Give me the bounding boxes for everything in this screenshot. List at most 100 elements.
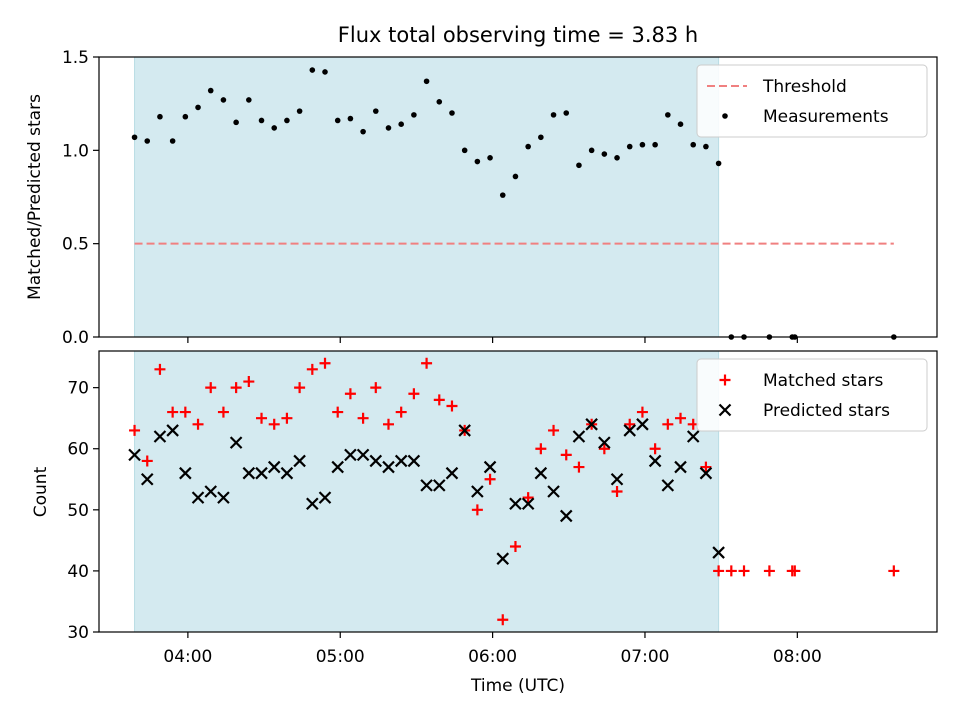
data-point — [293, 454, 306, 468]
data-point — [154, 363, 166, 375]
legend: Threshold Measurements — [696, 64, 928, 138]
data-point — [217, 491, 230, 504]
data-point — [258, 117, 265, 124]
data-point — [195, 104, 201, 111]
data-point — [559, 509, 573, 523]
data-point — [205, 382, 217, 394]
observing-window-shade — [134, 350, 720, 633]
data-point — [217, 406, 229, 418]
data-point — [347, 115, 354, 122]
data-point — [182, 113, 189, 120]
data-point — [141, 455, 153, 467]
y-tick-label: 70 — [67, 379, 89, 399]
data-point — [483, 460, 497, 474]
legend-x-swatch — [718, 403, 732, 417]
data-point — [344, 448, 357, 462]
data-point — [534, 466, 548, 480]
legend-label: Matched stars — [763, 371, 883, 391]
data-point — [763, 565, 775, 577]
data-point — [357, 412, 369, 424]
axes-frame — [98, 350, 938, 633]
data-point — [686, 430, 700, 443]
series-matched-stars — [129, 357, 900, 626]
data-point — [700, 461, 712, 473]
data-point — [294, 382, 306, 394]
data-point — [712, 546, 725, 559]
data-point — [179, 466, 192, 480]
data-point — [547, 485, 560, 498]
data-point — [395, 406, 407, 418]
data-point — [382, 460, 395, 474]
data-point — [204, 485, 218, 498]
data-point — [281, 412, 293, 424]
data-point — [738, 565, 750, 577]
data-point — [267, 460, 281, 474]
axes-frame — [98, 56, 938, 338]
data-point — [563, 110, 570, 116]
data-point — [623, 424, 637, 437]
data-point — [548, 424, 560, 436]
y-tick-label: 1.0 — [62, 141, 89, 161]
data-point — [179, 406, 191, 418]
data-point — [128, 448, 141, 462]
x-tick-label: 06:00 — [468, 647, 517, 667]
x-tick-label: 08:00 — [773, 647, 822, 667]
data-point — [423, 78, 430, 85]
y-tick-label: 40 — [67, 562, 89, 582]
data-point — [497, 614, 509, 626]
data-point — [713, 565, 725, 577]
data-point — [242, 466, 256, 480]
data-point — [144, 138, 151, 144]
data-point — [229, 436, 243, 449]
data-point — [601, 151, 608, 157]
observing-window-shade — [134, 56, 720, 338]
data-point — [715, 160, 722, 167]
data-point — [140, 473, 154, 486]
data-point — [306, 363, 318, 375]
data-point — [725, 565, 737, 577]
x-tick-label: 07:00 — [620, 647, 669, 667]
legend: Matched stars Predicted stars — [696, 358, 928, 432]
data-point — [331, 460, 344, 474]
data-point — [484, 473, 496, 485]
x-axis-label: Time (UTC) — [470, 676, 565, 696]
data-point — [382, 418, 394, 430]
data-point — [471, 504, 483, 516]
data-point — [677, 121, 684, 127]
data-point — [521, 497, 535, 510]
data-point — [271, 125, 278, 131]
data-point — [614, 155, 620, 161]
data-point — [675, 412, 687, 424]
data-point — [394, 454, 408, 468]
data-point — [230, 382, 242, 394]
data-point — [420, 479, 433, 492]
legend-plus-swatch — [719, 374, 731, 386]
data-point — [560, 449, 572, 461]
data-point — [436, 99, 443, 105]
data-point — [296, 108, 303, 114]
data-point — [207, 87, 214, 94]
data-point — [461, 147, 468, 154]
data-point — [421, 357, 433, 369]
data-point — [703, 143, 709, 150]
data-point — [344, 388, 356, 400]
data-point — [191, 491, 205, 504]
data-point — [636, 406, 648, 418]
legend-label: Predicted stars — [763, 401, 890, 421]
data-point — [652, 141, 658, 148]
data-point — [255, 466, 268, 480]
data-point — [550, 112, 557, 118]
data-point — [192, 418, 204, 430]
data-point — [499, 192, 506, 198]
top-y-axis-label: Matched/Predicted stars — [25, 94, 45, 300]
data-point — [369, 454, 383, 468]
data-point — [220, 97, 227, 103]
data-point — [661, 479, 675, 492]
series-predicted-stars — [128, 418, 725, 565]
data-point — [525, 143, 531, 150]
bottom-y-axis-label: Count — [31, 466, 51, 517]
data-point — [598, 436, 611, 449]
data-point — [496, 552, 510, 565]
data-point — [624, 418, 636, 430]
